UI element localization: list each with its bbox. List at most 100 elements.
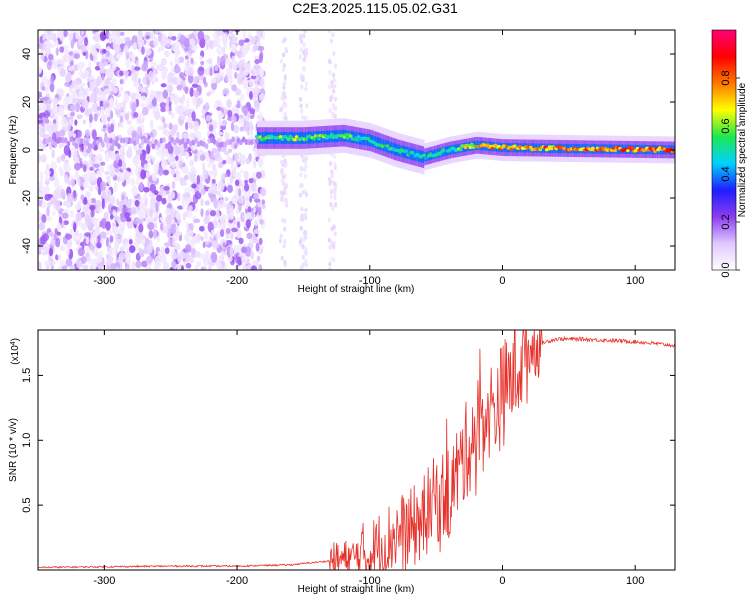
heatmap-cell xyxy=(125,59,131,69)
heatmap-cell xyxy=(90,143,95,150)
heatmap-cell xyxy=(303,167,307,173)
heatmap-cell xyxy=(212,138,217,145)
heatmap-cell xyxy=(42,34,47,40)
heatmap-cell xyxy=(245,78,249,89)
heatmap-cell xyxy=(128,245,136,254)
heatmap-cell xyxy=(304,230,308,236)
heatmap-cell xyxy=(257,206,262,216)
heatmap-cell xyxy=(200,208,204,218)
heatmap-cell xyxy=(93,113,98,122)
heatmap-cell xyxy=(117,143,121,150)
heatmap-cell xyxy=(73,189,77,199)
heatmap-cell xyxy=(85,87,90,98)
heatmap-cell xyxy=(231,84,237,92)
heatmap-cell xyxy=(103,136,108,143)
snr-y-axis: 0.5 1.0 1.5 xyxy=(21,368,675,513)
heatmap-cell xyxy=(613,148,618,153)
heatmap-cell xyxy=(65,165,72,173)
heatmap-cell xyxy=(66,140,71,147)
heatmap-cell xyxy=(86,215,92,227)
heatmap-cell xyxy=(194,250,201,258)
heatmap-cell xyxy=(186,138,190,145)
heatmap-cell xyxy=(258,111,264,123)
heatmap-cell xyxy=(67,66,75,72)
heatmap-cell xyxy=(104,106,111,118)
heatmap-cell xyxy=(228,148,233,153)
heatmap-cell xyxy=(285,202,289,208)
colorbar-scale xyxy=(711,29,737,271)
heatmap-cell xyxy=(220,214,228,221)
heatmap-cell xyxy=(139,196,146,202)
heatmap-cell xyxy=(112,211,118,217)
heatmap-cell xyxy=(56,221,62,231)
heatmap-cell xyxy=(65,73,72,83)
heatmap-cell xyxy=(138,143,142,150)
heatmap-cell xyxy=(75,30,80,40)
heatmap-cell xyxy=(134,199,140,207)
heatmap-cell xyxy=(184,55,189,60)
heatmap-cell xyxy=(75,102,80,113)
heatmap-cell xyxy=(237,50,242,59)
heatmap-cell xyxy=(130,92,136,100)
heatmap-cell xyxy=(198,225,205,232)
heatmap-cell xyxy=(89,81,95,92)
heatmap-cell xyxy=(202,172,206,183)
heatmap-cell xyxy=(87,198,92,205)
y-tick-label: -20 xyxy=(21,190,33,206)
heatmap-cell xyxy=(41,214,47,224)
heatmap-cell xyxy=(330,173,334,179)
heatmap-cell xyxy=(41,116,46,127)
snr-series-line xyxy=(38,330,675,570)
heatmap-cell xyxy=(75,97,83,104)
heatmap-cell xyxy=(44,244,51,249)
heatmap-cell xyxy=(102,114,107,125)
heatmap-cell xyxy=(178,56,185,64)
heatmap-cell xyxy=(42,138,47,145)
heatmap-cell xyxy=(125,254,131,264)
heatmap-cell xyxy=(332,225,336,231)
heatmap-cell xyxy=(106,194,110,202)
heatmap-cell xyxy=(197,157,201,162)
heatmap-cell xyxy=(243,196,250,201)
heatmap-cell xyxy=(202,76,207,85)
heatmap-cell xyxy=(119,246,125,253)
heatmap-cell xyxy=(194,130,202,138)
heatmap-cell xyxy=(214,99,222,105)
heatmap-cell xyxy=(96,169,103,178)
heatmap-cell xyxy=(93,139,97,146)
heatmap-cell xyxy=(376,136,379,149)
heatmap-cell xyxy=(93,163,100,168)
heatmap-cell xyxy=(330,240,334,246)
heatmap-cell xyxy=(196,260,202,267)
heatmap-cell xyxy=(112,221,116,228)
heatmap-cell xyxy=(92,172,97,180)
heatmap-cell xyxy=(328,84,332,90)
heatmap-cell xyxy=(47,60,53,66)
heatmap-cell xyxy=(302,213,306,219)
heatmap-cell xyxy=(205,114,212,122)
heatmap-cell xyxy=(257,45,265,52)
heatmap-cell xyxy=(227,109,233,118)
heatmap-cell xyxy=(174,243,181,251)
heatmap-cell xyxy=(203,35,210,41)
heatmap-cell xyxy=(230,43,237,53)
heatmap-cell xyxy=(199,55,203,61)
heatmap-cell xyxy=(333,185,337,191)
heatmap-cell xyxy=(106,50,110,58)
heatmap-cell xyxy=(301,157,306,163)
heatmap-cell xyxy=(191,139,196,146)
heatmap-cell xyxy=(233,152,239,162)
snr-x-axis: -300 -200 -100 0 100 xyxy=(93,330,644,587)
heatmap-cell xyxy=(209,210,217,217)
heatmap-cell xyxy=(121,194,126,201)
heatmap-cell xyxy=(179,34,186,46)
heatmap-cell xyxy=(114,215,121,222)
heatmap-cell xyxy=(283,260,287,266)
heatmap-cell xyxy=(58,88,65,97)
heatmap-cell xyxy=(301,189,305,195)
heatmap-cell xyxy=(254,55,259,61)
heatmap-cell xyxy=(175,147,181,155)
heatmap-cell xyxy=(228,30,233,37)
heatmap-cell xyxy=(136,233,143,245)
heatmap-cell xyxy=(77,61,84,71)
